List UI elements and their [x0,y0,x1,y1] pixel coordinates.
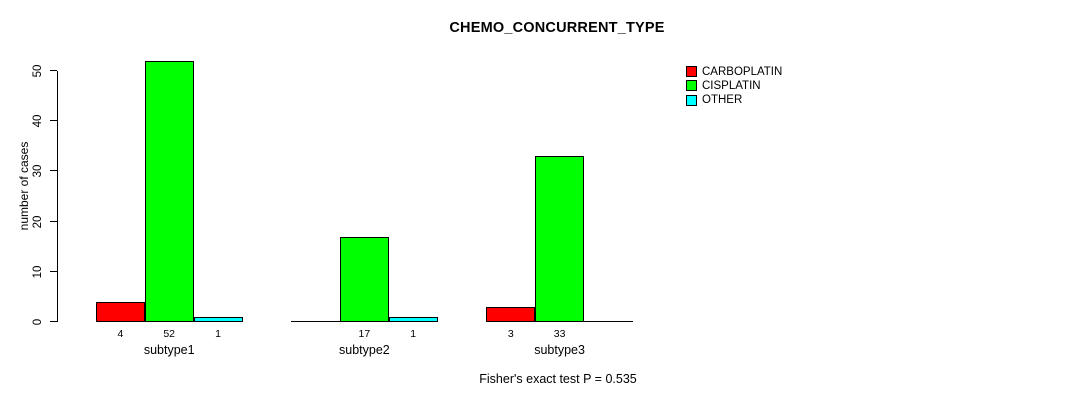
legend-item-label: CISPLATIN [702,79,761,92]
bar-carboplatin-subtype1 [96,302,145,322]
bar-cisplatin-subtype2 [340,237,389,322]
y-tick-label: 10 [32,265,44,279]
y-axis-line [57,71,58,322]
legend-swatch-other [686,95,697,106]
bar-value-label: 1 [410,327,417,340]
y-tick-mark [50,321,57,322]
y-tick-mark [50,170,57,171]
x-category-label: subtype1 [143,343,195,357]
bar-cisplatin-subtype1 [145,61,194,322]
chart-title: CHEMO_CONCURRENT_TYPE [449,20,665,36]
y-tick-label: 50 [32,64,44,78]
legend-swatch-cisplatin [686,80,697,91]
legend-item-label: CARBOPLATIN [702,65,783,78]
bar-carboplatin-subtype3 [486,307,535,322]
bar-value-label: 52 [163,327,176,340]
y-tick-mark [50,120,57,121]
bar-other-subtype2 [389,317,438,322]
x-category-label: subtype3 [534,343,585,357]
bar-value-label: 1 [215,327,221,340]
footnote: Fisher's exact test P = 0.535 [479,372,637,386]
y-tick-mark [50,70,57,71]
bar-value-label: 17 [358,327,371,340]
x-category-label: subtype2 [339,343,390,357]
y-tick-label: 40 [32,114,44,128]
bar-other-subtype1 [194,317,243,322]
y-tick-label: 30 [32,164,44,178]
bar-value-label: 33 [553,327,566,340]
bar-value-label: 3 [507,327,514,340]
bar-value-label: 4 [117,327,124,340]
y-tick-label: 0 [32,318,44,326]
y-axis-label: number of cases [17,141,31,231]
y-tick-label: 20 [32,215,44,228]
bar-cisplatin-subtype3 [535,156,584,322]
legend-item-label: OTHER [702,94,743,107]
legend-swatch-carboplatin [686,66,697,77]
y-tick-mark [50,221,57,222]
y-tick-mark [50,271,57,272]
